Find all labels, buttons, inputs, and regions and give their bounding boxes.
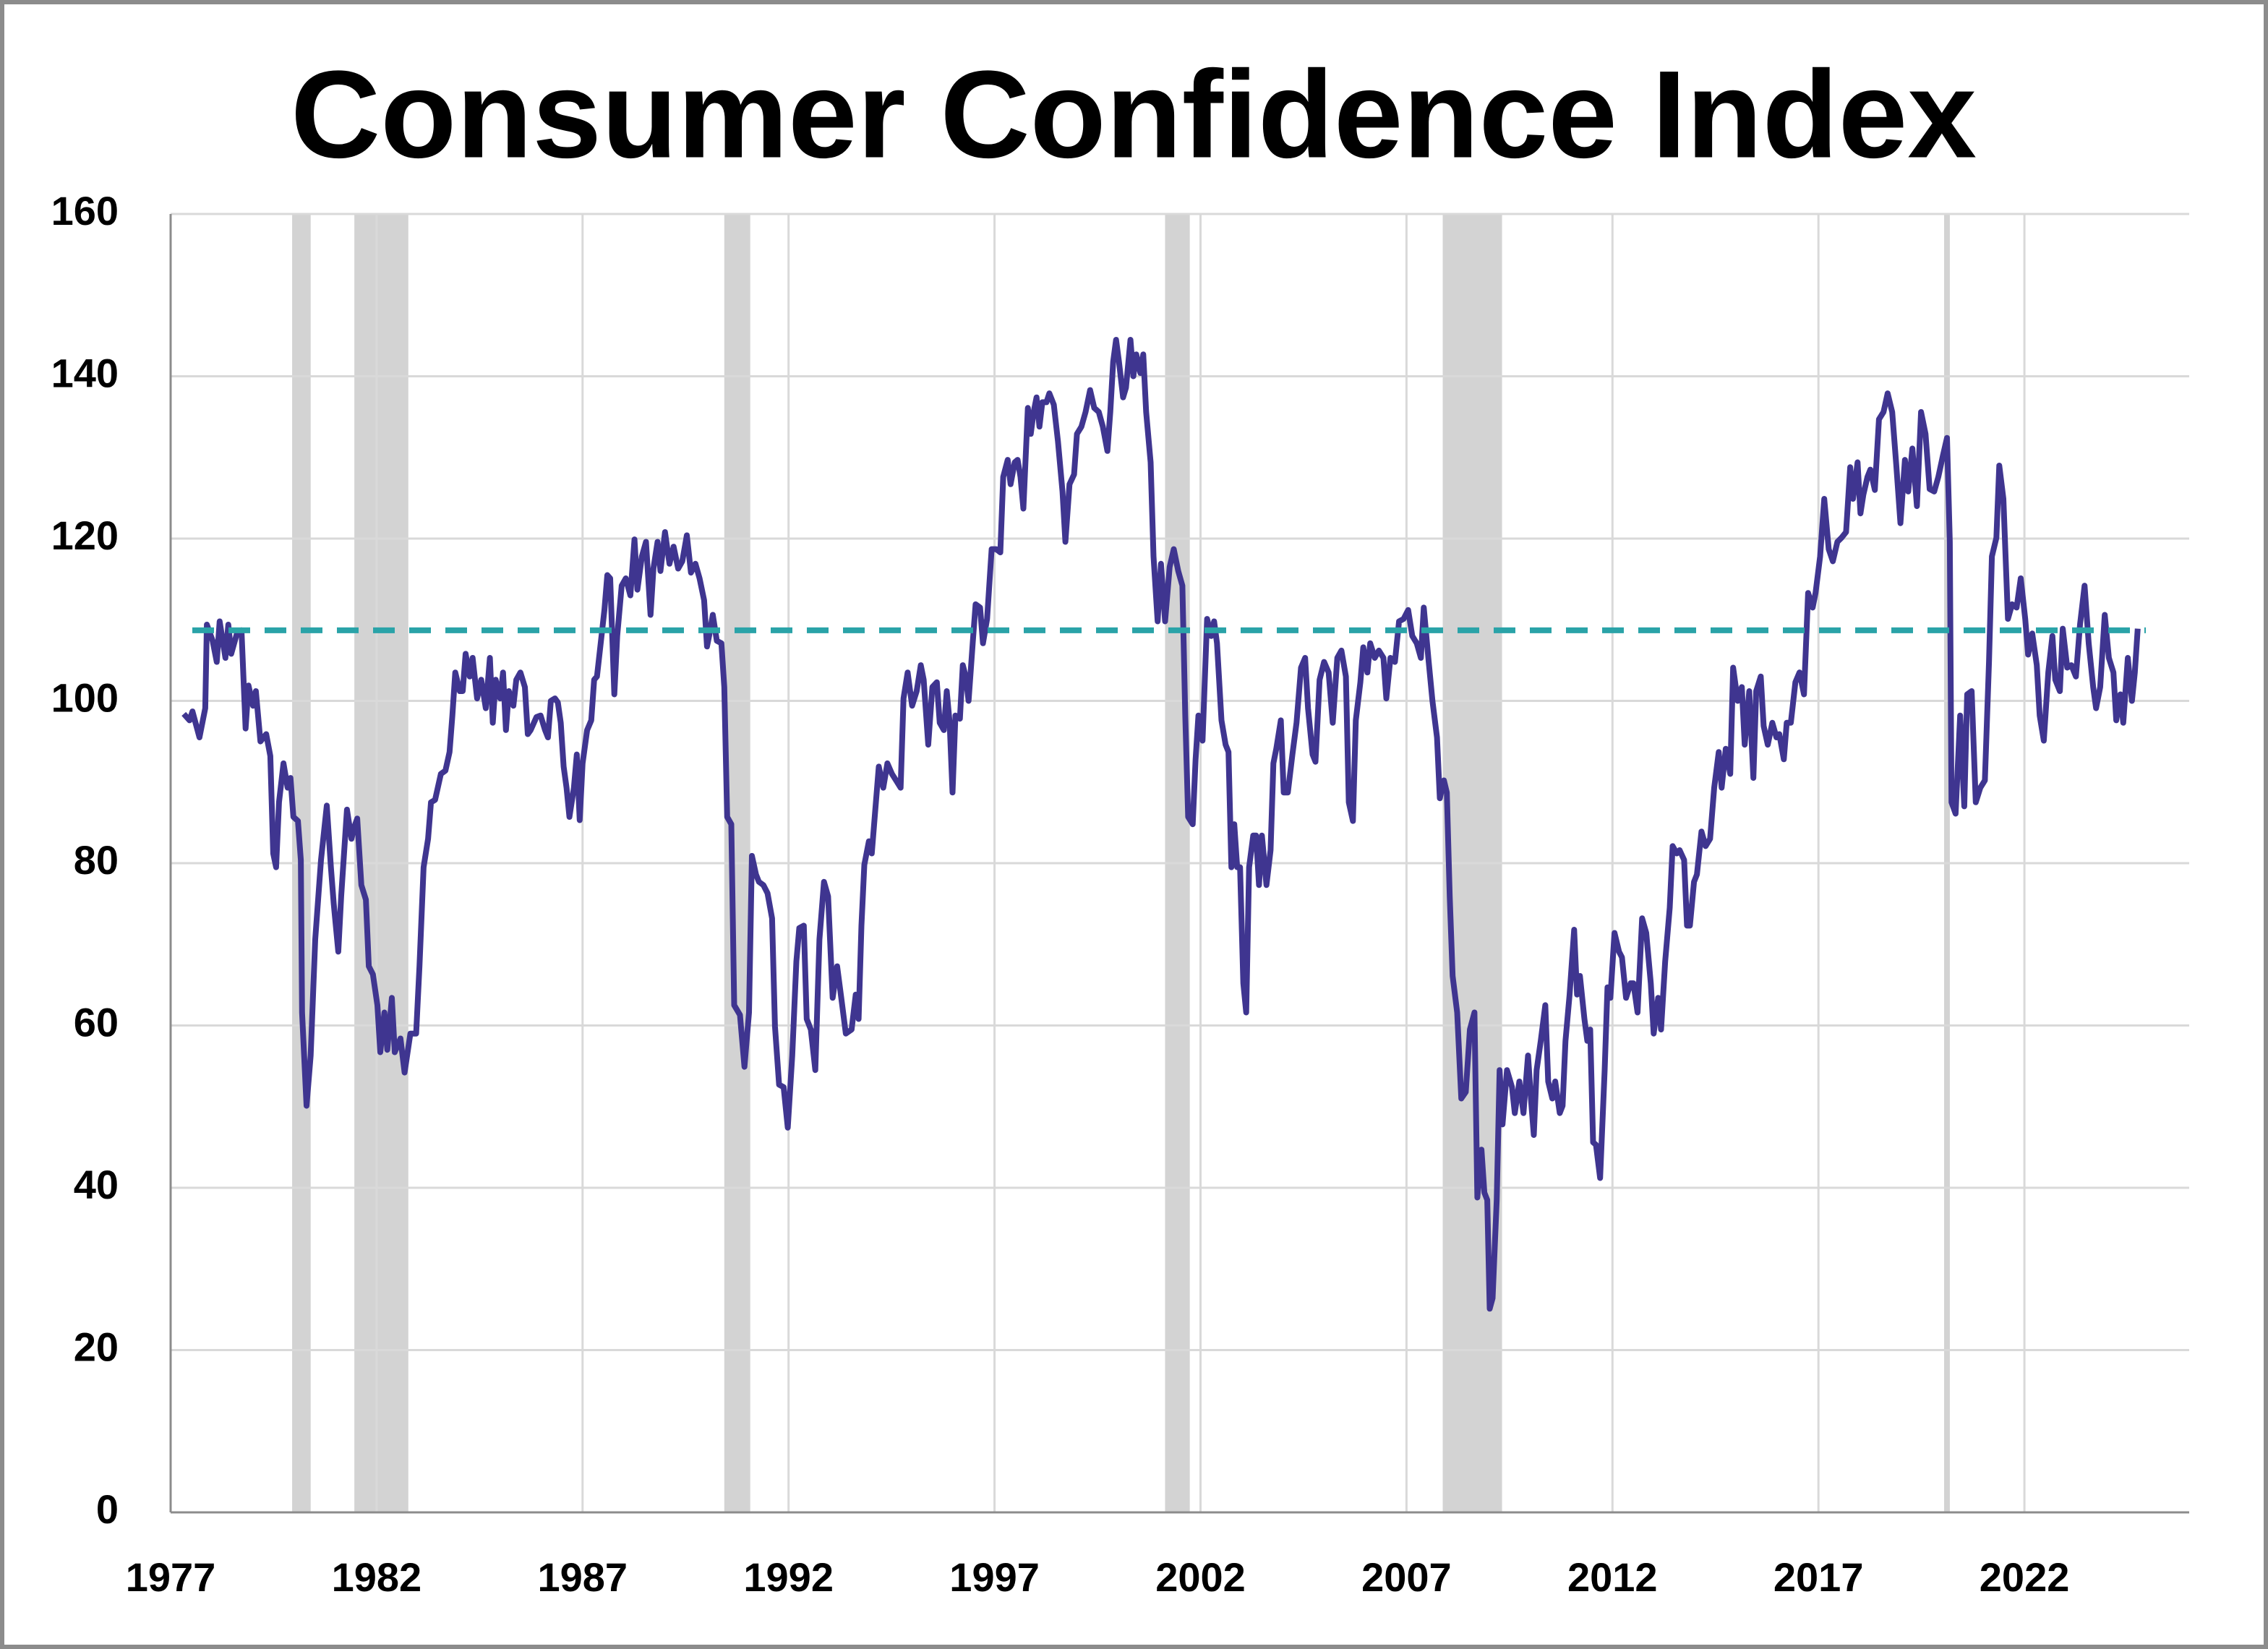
y-tick-label: 40 (74, 1162, 119, 1207)
x-tick-label: 2002 (1155, 1554, 1246, 1600)
data-line (181, 337, 2141, 1312)
x-tick-label: 2022 (1980, 1554, 2070, 1600)
x-tick-label: 1977 (126, 1554, 216, 1600)
x-tick-label: 1982 (332, 1554, 422, 1600)
x-tick-label: 2007 (1361, 1554, 1452, 1600)
x-tick-label: 1997 (949, 1554, 1040, 1600)
y-tick-label: 0 (96, 1486, 119, 1532)
x-tick-label: 1992 (743, 1554, 834, 1600)
chart-title: Consumer Confidence Index (291, 45, 1977, 184)
y-tick-label: 100 (51, 674, 119, 720)
x-tick-label: 1987 (538, 1554, 628, 1600)
x-tick-label: 2017 (1773, 1554, 1864, 1600)
x-tick-label: 2012 (1567, 1554, 1658, 1600)
y-tick-label: 60 (74, 999, 119, 1045)
y-tick-label: 120 (51, 513, 119, 558)
y-tick-label: 80 (74, 837, 119, 883)
y-tick-label: 160 (51, 188, 119, 234)
y-tick-label: 140 (51, 350, 119, 395)
y-tick-label: 20 (74, 1324, 119, 1369)
